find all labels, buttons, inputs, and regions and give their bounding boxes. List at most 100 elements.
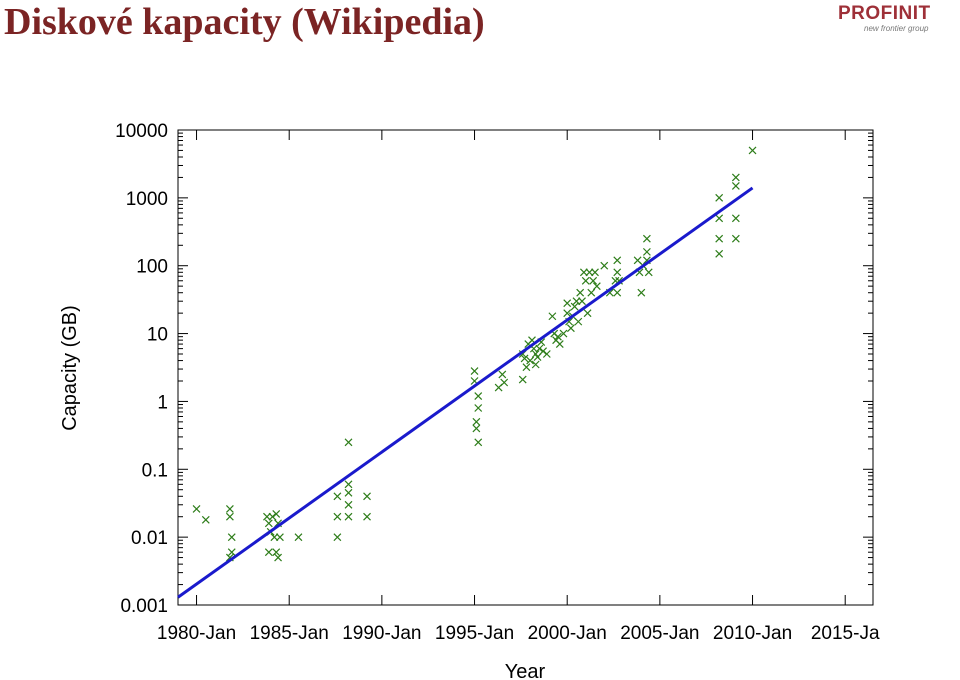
data-point: [637, 288, 646, 297]
data-point: [574, 317, 583, 326]
data-point: [591, 268, 599, 277]
data-point: [227, 533, 236, 542]
data-point: [333, 512, 342, 521]
minor-ticks: [178, 132, 873, 586]
data-point: [268, 512, 277, 521]
data-point: [474, 392, 483, 400]
plot-frame: [177, 129, 874, 606]
logo-tagline: new frontier group: [864, 24, 929, 33]
data-point: [344, 500, 353, 509]
data-point: [539, 347, 548, 356]
x-axis: 1980-Jan 1985-Jan 1990-Jan 1995-Jan 2000-Jan…: [157, 130, 880, 644]
data-point: [225, 505, 234, 513]
data-point: [642, 234, 651, 243]
data-point: [715, 214, 724, 223]
trend-line: [177, 186, 754, 599]
data-point: [472, 417, 481, 426]
data-point: [731, 234, 740, 243]
y-axis-label: Capacity (GB): [59, 305, 81, 431]
logo-wordmark: PROFINIT: [838, 3, 931, 24]
data-point: [518, 375, 527, 384]
data-point: [555, 340, 564, 349]
data-point: [644, 268, 653, 277]
data-point: [531, 360, 540, 369]
data-point: [613, 268, 622, 277]
y-tick-label: 0.001: [120, 596, 168, 617]
data-point: [592, 282, 601, 291]
data-points: [192, 146, 757, 562]
x-tick-label: 1985-Jan: [250, 623, 329, 644]
data-point: [585, 268, 594, 277]
data-point: [566, 324, 575, 333]
data-point: [344, 480, 353, 489]
data-point: [578, 297, 586, 306]
y-tick-label: 1000: [126, 189, 168, 210]
data-point: [579, 268, 588, 277]
data-point: [542, 350, 551, 358]
data-point: [613, 288, 622, 297]
data-point: [563, 299, 572, 308]
x-tick-label: 2010-Jan: [713, 623, 792, 644]
data-point: [498, 370, 507, 379]
data-point: [272, 548, 281, 557]
data-point: [474, 438, 483, 447]
data-point: [563, 309, 572, 318]
x-tick-label: 1990-Jan: [342, 623, 421, 644]
data-point: [522, 363, 531, 372]
data-point: [225, 512, 234, 521]
data-point: [731, 173, 740, 182]
data-point: [715, 249, 724, 258]
data-point: [535, 344, 544, 353]
data-point: [494, 383, 503, 392]
data-point: [474, 404, 483, 412]
data-point: [344, 488, 353, 497]
data-point: [559, 329, 568, 338]
data-point: [572, 297, 581, 306]
data-point: [589, 276, 598, 285]
x-tick-label: 2005-Jan: [620, 623, 699, 644]
data-point: [548, 312, 557, 321]
data-point: [263, 512, 271, 521]
data-point: [344, 438, 353, 447]
data-point: [642, 247, 651, 256]
data-point: [570, 302, 579, 311]
x-tick-label: 1980-Jan: [157, 623, 236, 644]
data-point: [333, 492, 342, 501]
data-point: [294, 533, 303, 542]
data-point: [201, 515, 210, 524]
data-point: [274, 553, 283, 562]
x-tick-label: 1995-Jan: [435, 623, 514, 644]
data-point: [363, 512, 371, 521]
data-point: [583, 309, 592, 318]
y-tick-label: 10: [147, 325, 168, 346]
y-axis: 0.001 0.01 0.1 1 10 100 1000 10000: [115, 121, 873, 617]
data-point: [576, 288, 585, 297]
data-point: [600, 261, 609, 270]
slide-title: Diskové kapacity (Wikipedia): [4, 1, 485, 43]
data-point: [715, 234, 724, 243]
data-point: [264, 519, 273, 528]
data-point: [227, 548, 236, 557]
y-tick-label: 10000: [115, 121, 168, 142]
data-point: [715, 193, 724, 202]
data-point: [472, 424, 481, 433]
y-tick-label: 0.1: [142, 460, 168, 481]
data-point: [581, 276, 590, 285]
data-point: [270, 533, 279, 542]
data-point: [731, 181, 740, 190]
data-point: [192, 505, 201, 513]
data-point: [344, 512, 353, 521]
x-tick-label: 2015-Ja: [811, 623, 880, 644]
profinit-logo: PROFINIT new frontier group: [838, 4, 958, 38]
y-tick-label: 0.01: [131, 528, 168, 549]
data-point: [554, 332, 562, 341]
data-point: [333, 533, 342, 542]
x-axis-label: Year: [505, 661, 546, 680]
y-tick-label: 100: [136, 257, 168, 278]
data-point: [748, 146, 757, 155]
data-point: [613, 256, 622, 265]
x-tick-label: 2000-Jan: [528, 623, 607, 644]
data-point: [272, 509, 281, 518]
data-point: [526, 356, 535, 365]
